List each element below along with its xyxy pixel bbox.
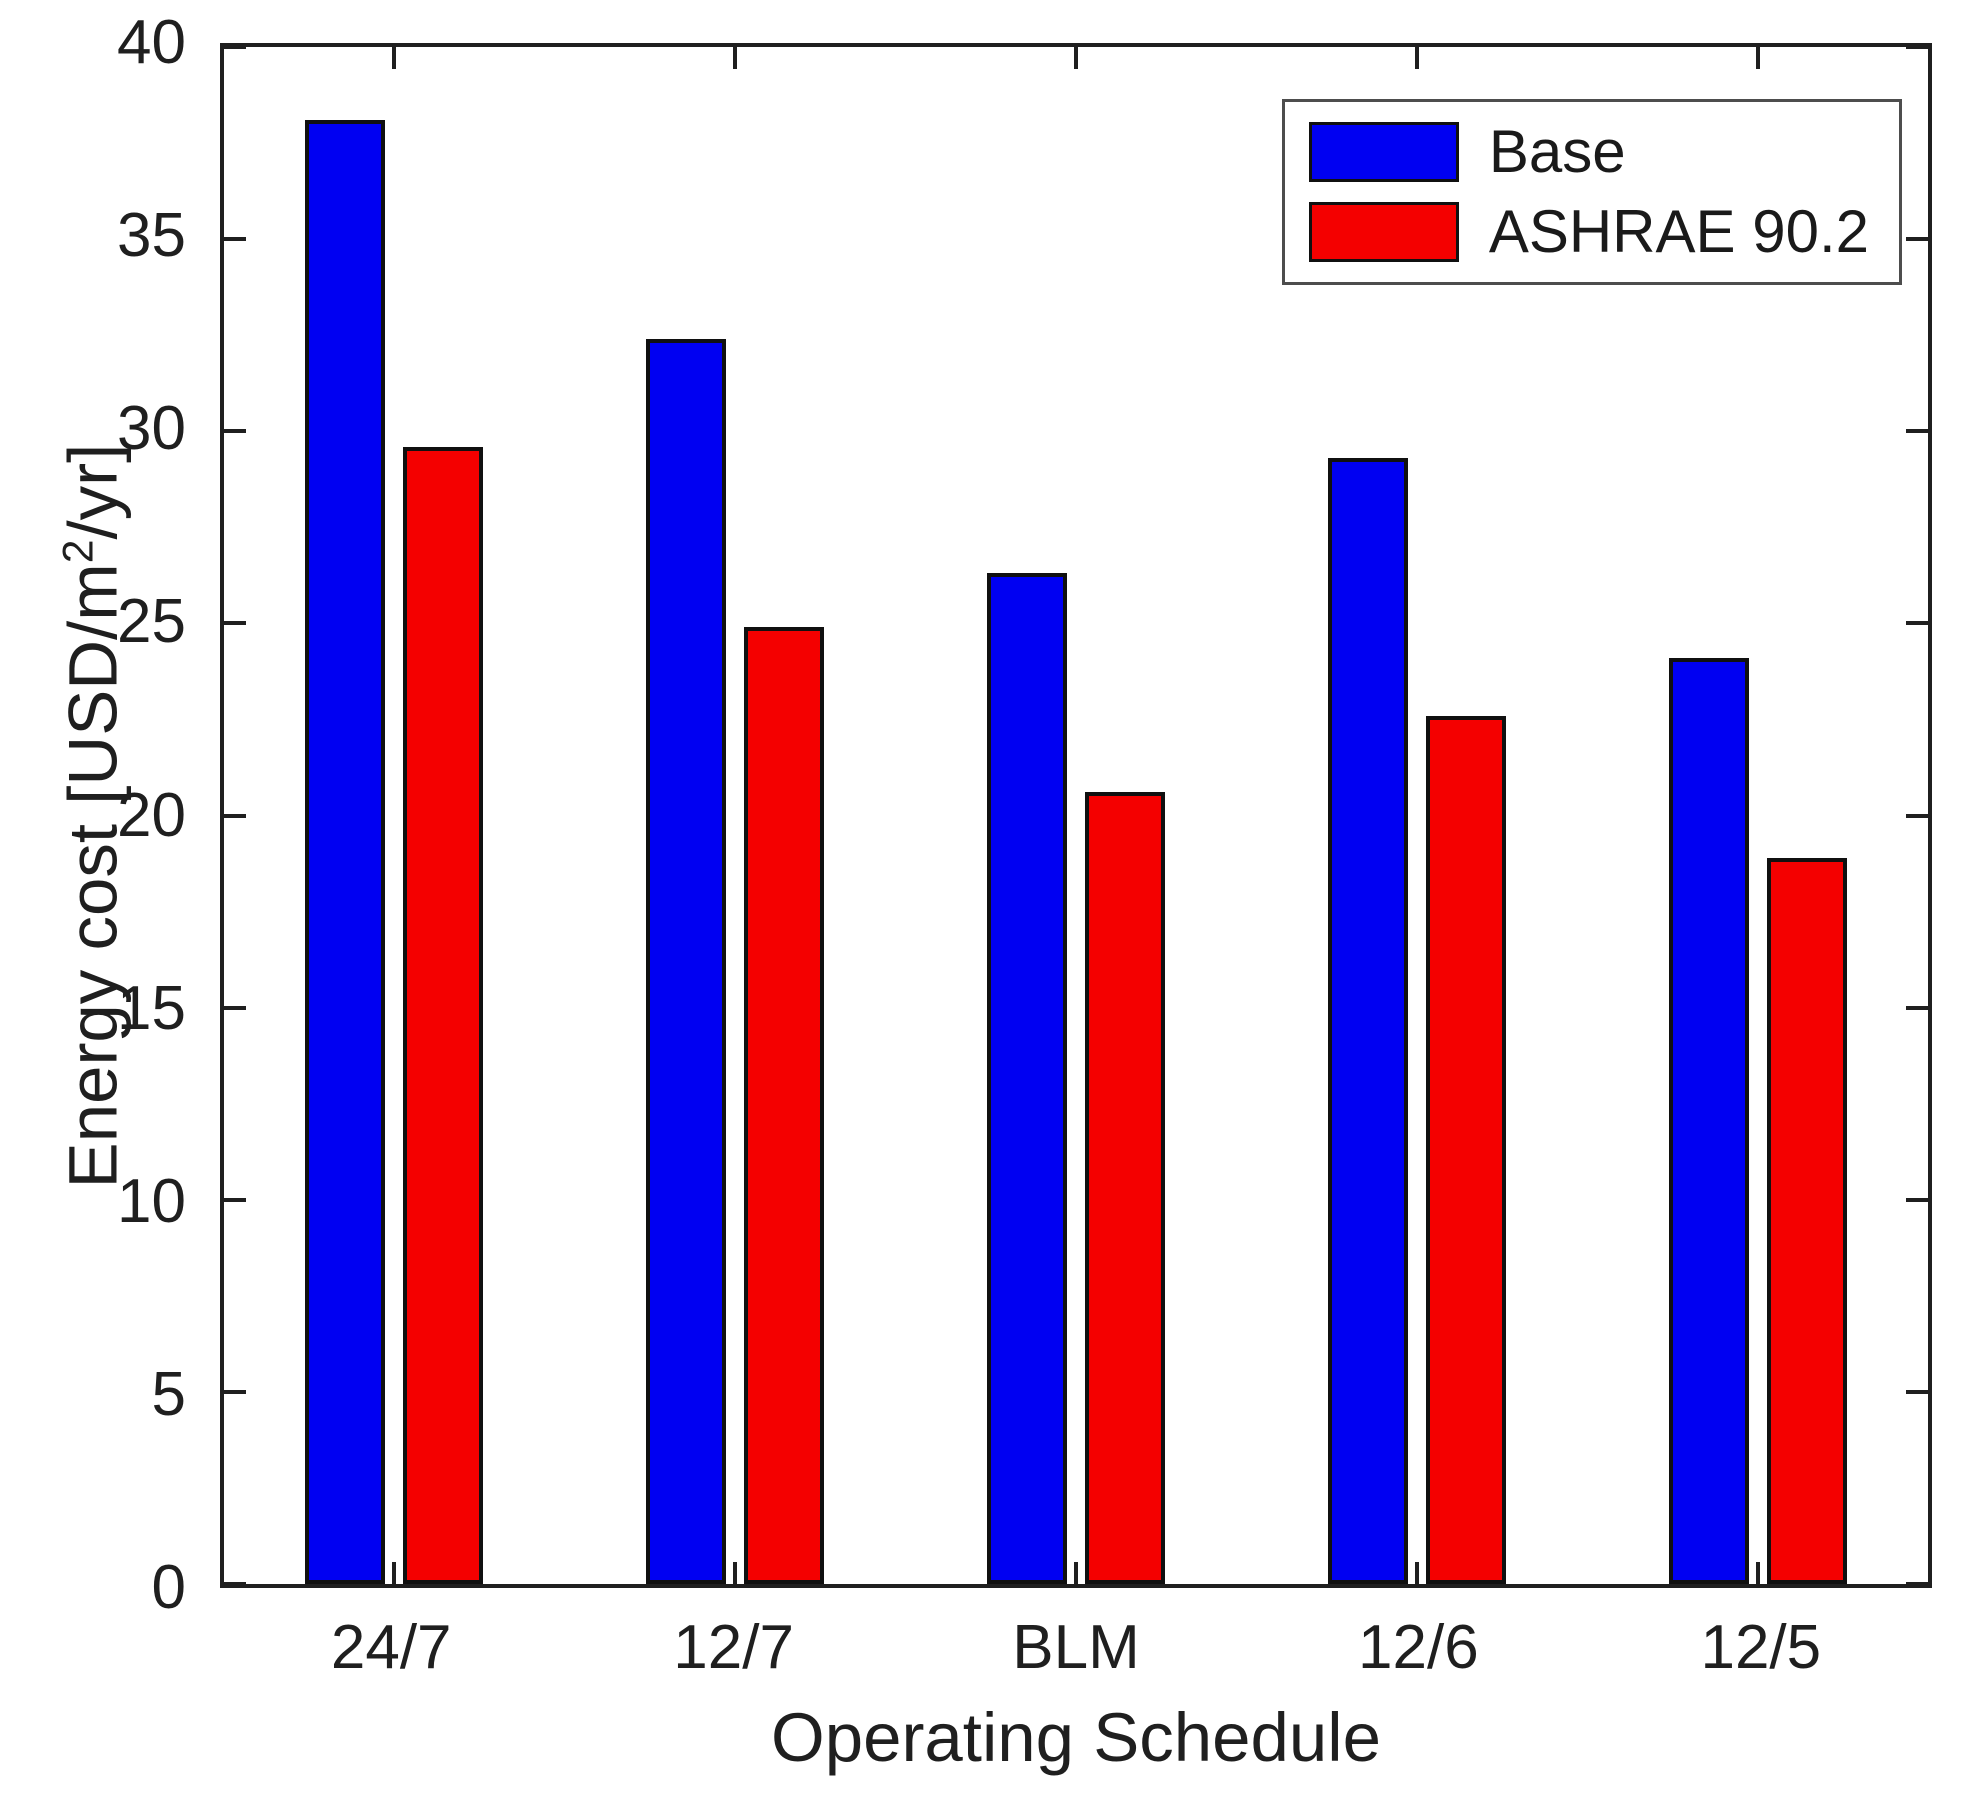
y-tick-left-10 [224,1197,246,1202]
y-tick-left-0 [224,1582,246,1586]
y-tick-right-25 [1906,621,1928,626]
x-tick-bottom-12/5 [1755,1562,1760,1584]
x-tick-top-12/6 [1414,47,1419,69]
y-tick-left-30 [224,429,246,434]
bar-base-24/7 [305,120,386,1584]
x-tick-label-BLM: BLM [1012,1613,1140,1682]
y-tick-label-40: 40 [117,8,186,77]
x-tick-top-12/7 [733,47,738,69]
y-tick-right-35 [1906,237,1928,242]
bar-base-12/6 [1327,458,1408,1584]
legend-row-ashrae: ASHRAE 90.2 [1308,198,1869,265]
y-tick-labels: 0 5 10 15 20 25 30 35 40 [0,12,186,1619]
x-tick-top-BLM [1074,47,1078,69]
y-tick-label-20: 20 [117,780,186,850]
y-tick-label-35: 35 [117,201,186,271]
y-tick-label-5: 5 [151,1359,186,1429]
y-tick-label-10: 10 [117,1166,186,1236]
y-tick-right-0 [1906,1582,1928,1586]
bar-ashrae-90.2-24/7 [403,446,484,1584]
y-tick-left-25 [224,621,246,626]
legend-ashrae-swatch [1308,202,1459,262]
bar-ashrae-90.2-12/7 [744,627,825,1584]
x-tick-bottom-BLM [1074,1562,1078,1584]
y-tick-label-25: 25 [117,587,186,657]
bar-ashrae-90.2-12/6 [1425,715,1506,1584]
y-tick-right-20 [1906,813,1928,818]
y-tick-right-10 [1906,1197,1928,1202]
y-tick-left-5 [224,1389,246,1394]
plot-area: Base ASHRAE 90.2 [220,43,1932,1588]
y-tick-left-20 [224,813,246,818]
x-tick-label-12/6: 12/6 [1358,1613,1479,1682]
bar-base-12/5 [1668,657,1749,1584]
legend-base-swatch [1308,122,1459,182]
y-tick-left-35 [224,237,246,242]
x-tick-label-24/7: 24/7 [330,1613,452,1682]
x-tick-bottom-24/7 [392,1562,397,1584]
y-tick-right-15 [1906,1005,1928,1010]
x-tick-bottom-12/6 [1414,1562,1419,1584]
bar-ashrae-90.2-BLM [1085,792,1165,1584]
legend-base-label: Base [1488,118,1626,185]
y-tick-label-0: 0 [151,1553,186,1622]
x-tick-label-12/5: 12/5 [1700,1613,1822,1682]
bar-ashrae-90.2-12/5 [1766,857,1847,1584]
y-tick-right-30 [1906,429,1928,434]
bar-base-BLM [987,573,1067,1584]
y-tick-left-15 [224,1005,246,1010]
x-tick-top-12/5 [1755,47,1760,69]
legend-ashrae-label: ASHRAE 90.2 [1488,198,1869,265]
y-tick-label-15: 15 [117,973,186,1043]
x-tick-top-24/7 [392,47,397,69]
x-tick-bottom-12/7 [733,1562,738,1584]
x-tick-label-12/7: 12/7 [673,1613,794,1682]
legend-row-base: Base [1308,118,1869,185]
y-tick-right-5 [1906,1389,1928,1394]
legend: Base ASHRAE 90.2 [1281,99,1902,285]
y-tick-label-30: 30 [117,394,186,464]
y-tick-left-40 [224,45,246,49]
x-axis-title: Operating Schedule [771,1699,1381,1776]
x-tick-labels: 24/7 12/7 BLM 12/6 12/5 [220,1612,1932,1692]
bar-base-12/7 [646,339,727,1584]
y-tick-right-40 [1906,45,1928,49]
